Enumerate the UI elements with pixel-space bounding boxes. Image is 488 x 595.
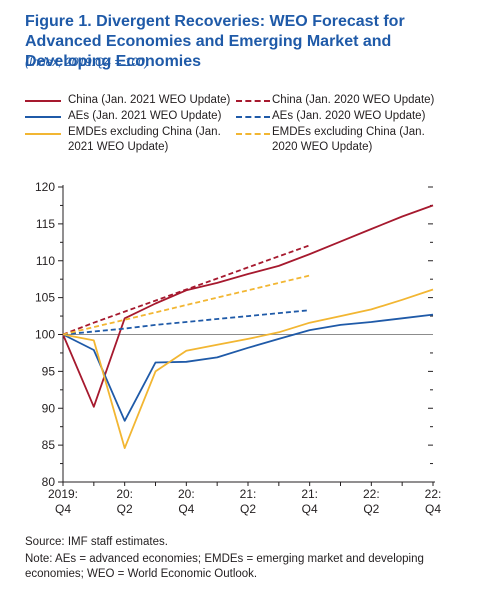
series-line-aes-jan-2021-weo-update bbox=[62, 313, 434, 422]
x-tick-label: Q4 bbox=[425, 502, 441, 516]
x-tick-label: Q2 bbox=[240, 502, 256, 516]
series-line-emdes-excluding-china-jan-2021-weo-update bbox=[62, 288, 434, 450]
y-tick-label: 105 bbox=[35, 291, 55, 305]
x-tick-label: 20: bbox=[116, 487, 133, 501]
y-tick-label: 85 bbox=[42, 438, 56, 452]
legend-label-china-2021: China (Jan. 2021 WEO Update) bbox=[68, 94, 231, 106]
chart-subtitle: (Index, 2019:Q4 = 100) bbox=[25, 55, 149, 69]
y-tick-label: 100 bbox=[35, 328, 55, 342]
footnote: Note: AEs = advanced economies; EMDEs = … bbox=[25, 553, 424, 580]
legend-swatch-china-2020 bbox=[236, 100, 270, 102]
y-tick-label: 95 bbox=[42, 364, 56, 378]
x-tick-label: Q2 bbox=[117, 502, 133, 516]
y-tick-label: 80 bbox=[42, 475, 56, 489]
legend-swatch-china-2021 bbox=[25, 100, 61, 102]
legend-swatch-emdes-2021 bbox=[25, 133, 61, 135]
x-tick-label: Q4 bbox=[302, 502, 318, 516]
y-tick-label: 115 bbox=[36, 217, 55, 231]
legend-swatch-aes-2021 bbox=[25, 116, 61, 118]
series-line-emdes-excluding-china-jan-2020-weo-update bbox=[62, 274, 310, 336]
y-tick-label: 120 bbox=[35, 180, 55, 194]
x-tick-label: 21: bbox=[301, 487, 318, 501]
source-note: Source: IMF staff estimates. bbox=[25, 536, 168, 548]
series-line-china-jan-2020-weo-update bbox=[62, 244, 311, 336]
legend-label-emdes-2021: EMDEs excluding China (Jan. 2021 WEO Upd… bbox=[68, 126, 221, 153]
x-tick-label: 20: bbox=[178, 487, 195, 501]
x-tick-label: Q2 bbox=[363, 502, 379, 516]
legend-swatch-emdes-2020 bbox=[236, 133, 270, 135]
x-tick-label: Q4 bbox=[55, 502, 71, 516]
legend-label-emdes-2020: EMDEs excluding China (Jan. 2020 WEO Upd… bbox=[272, 126, 425, 153]
x-tick-label: 2019: bbox=[48, 487, 78, 501]
legend-label-aes-2021: AEs (Jan. 2021 WEO Update) bbox=[68, 110, 222, 122]
series-line-china-jan-2021-weo-update bbox=[62, 204, 434, 408]
x-tick-label: 22: bbox=[363, 487, 380, 501]
x-tick-label: 22: bbox=[425, 487, 442, 501]
legend-swatch-aes-2020 bbox=[236, 116, 270, 118]
x-tick-label: 21: bbox=[240, 487, 257, 501]
y-tick-label: 90 bbox=[42, 401, 56, 415]
x-tick-label: Q4 bbox=[178, 502, 194, 516]
y-tick-label: 110 bbox=[36, 254, 55, 268]
chart-title: Figure 1. Divergent Recoveries: WEO Fore… bbox=[25, 13, 405, 70]
legend-label-aes-2020: AEs (Jan. 2020 WEO Update) bbox=[272, 110, 426, 122]
legend-label-china-2020: China (Jan. 2020 WEO Update) bbox=[272, 94, 435, 106]
series-line-aes-jan-2020-weo-update bbox=[62, 309, 310, 336]
